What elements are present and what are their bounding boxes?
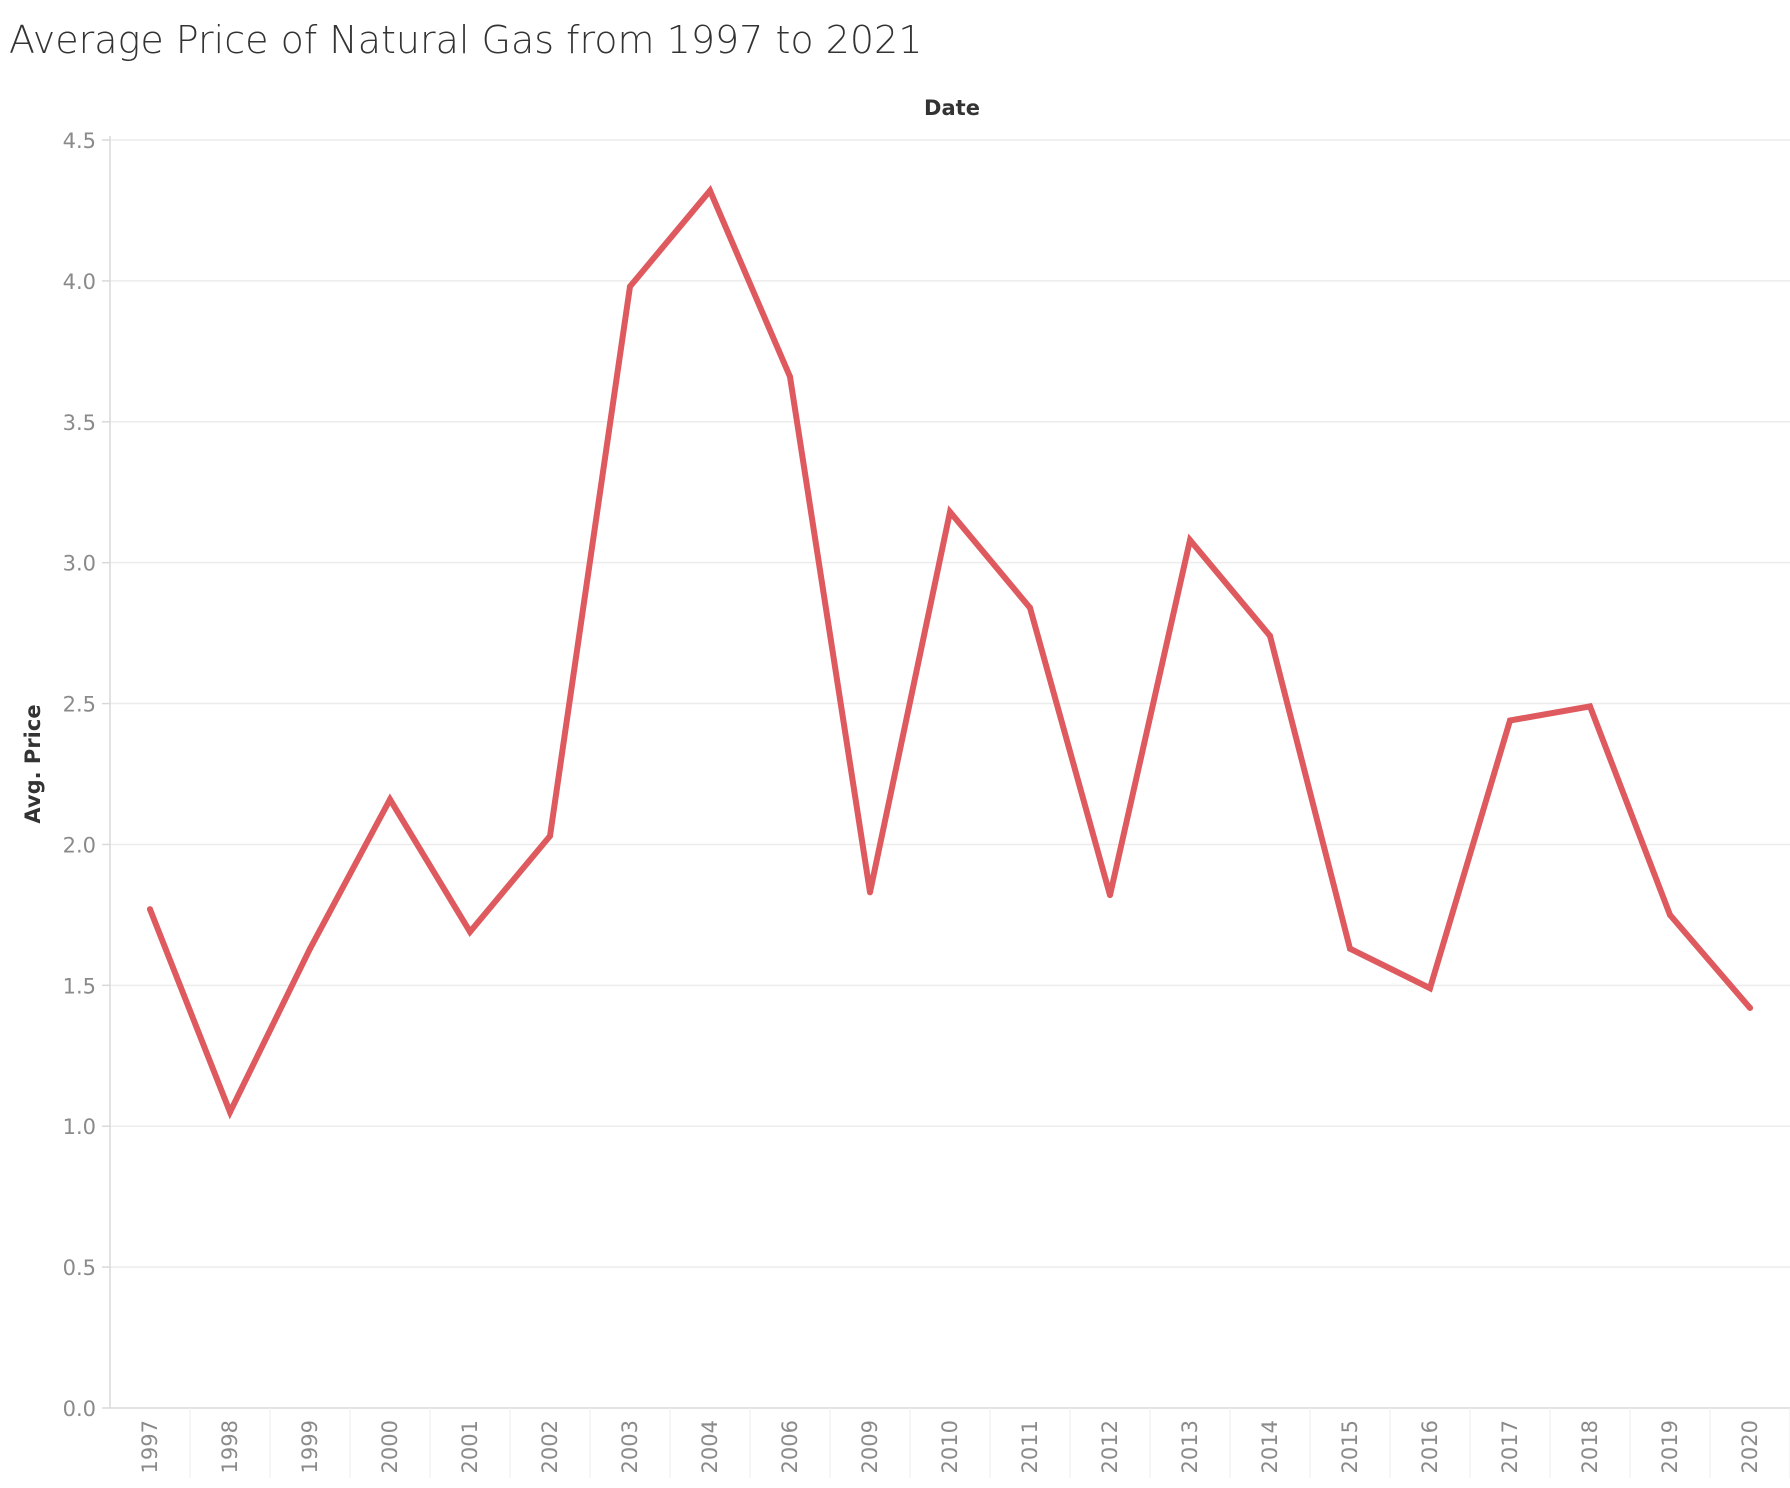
x-tick-label: 2012 xyxy=(1098,1420,1122,1473)
data-point xyxy=(1747,1004,1753,1011)
data-point xyxy=(707,187,713,194)
x-tick-label: 2010 xyxy=(938,1420,962,1473)
x-tick-labels: 1997 1998 1999 2000 2001 2002 2003 2004 2006 2009… xyxy=(138,1420,1762,1473)
data-point xyxy=(1107,892,1113,899)
data-point xyxy=(227,1109,233,1116)
chart-title: Average Price of Natural Gas from 1997 t… xyxy=(9,18,923,62)
x-axis-title: Date xyxy=(924,96,980,120)
x-tick-label: 2015 xyxy=(1338,1420,1362,1473)
data-point xyxy=(547,832,553,839)
data-point xyxy=(1187,537,1193,544)
x-tick-label: 2019 xyxy=(1658,1420,1682,1473)
x-tick-label: 2014 xyxy=(1258,1420,1282,1473)
x-tick-label: 2017 xyxy=(1498,1420,1522,1473)
y-tick-label: 3.5 xyxy=(63,411,96,435)
y-tick-label: 2.0 xyxy=(63,833,96,857)
x-tick-label: 1999 xyxy=(298,1420,322,1473)
x-tick-label: 2004 xyxy=(698,1420,722,1473)
data-point xyxy=(1427,985,1433,992)
x-tick-label: 2018 xyxy=(1578,1420,1602,1473)
x-tick-label: 2013 xyxy=(1178,1420,1202,1473)
data-point xyxy=(787,373,793,380)
y-axis-title: Avg. Price xyxy=(21,704,45,823)
x-tick-label: 2001 xyxy=(458,1420,482,1473)
axes xyxy=(102,136,1790,1478)
data-point xyxy=(467,928,473,935)
data-point xyxy=(387,796,393,803)
data-point xyxy=(1027,604,1033,611)
x-tick-label: 2006 xyxy=(778,1420,802,1473)
x-tick-label: 2016 xyxy=(1418,1420,1442,1473)
data-point xyxy=(1587,703,1593,710)
x-tick-label: 2002 xyxy=(538,1420,562,1473)
x-tick-label: 2009 xyxy=(858,1420,882,1473)
y-tick-label: 3.0 xyxy=(63,552,96,576)
data-point xyxy=(1667,911,1673,918)
x-tick-label: 2003 xyxy=(618,1420,642,1473)
y-tick-label: 2.5 xyxy=(63,693,96,717)
series-line xyxy=(147,185,1753,1120)
y-tick-label: 1.0 xyxy=(63,1115,96,1139)
y-tick-labels: 0.0 0.5 1.0 1.5 2.0 2.5 3.0 3.5 4.0 4.5 xyxy=(63,129,96,1421)
y-tick-label: 4.0 xyxy=(63,270,96,294)
x-tick-label: 2011 xyxy=(1018,1420,1042,1473)
y-tick-label: 0.0 xyxy=(63,1397,96,1421)
x-tick-label: 1998 xyxy=(218,1420,242,1473)
y-tick-label: 1.5 xyxy=(63,974,96,998)
x-tick-label: 2000 xyxy=(378,1420,402,1473)
data-point xyxy=(307,945,313,952)
y-tick-label: 4.5 xyxy=(63,129,96,153)
gridlines xyxy=(110,139,1790,1268)
data-point xyxy=(627,283,633,290)
data-point xyxy=(147,906,153,913)
x-tick-label: 2020 xyxy=(1738,1420,1762,1473)
series-layer xyxy=(147,185,1753,1120)
data-point xyxy=(947,508,953,515)
data-point xyxy=(867,889,873,896)
data-point xyxy=(1507,717,1513,724)
x-tick-label: 1997 xyxy=(138,1420,162,1473)
data-point xyxy=(1267,632,1273,639)
data-point xyxy=(1347,945,1353,952)
y-tick-label: 0.5 xyxy=(63,1256,96,1280)
